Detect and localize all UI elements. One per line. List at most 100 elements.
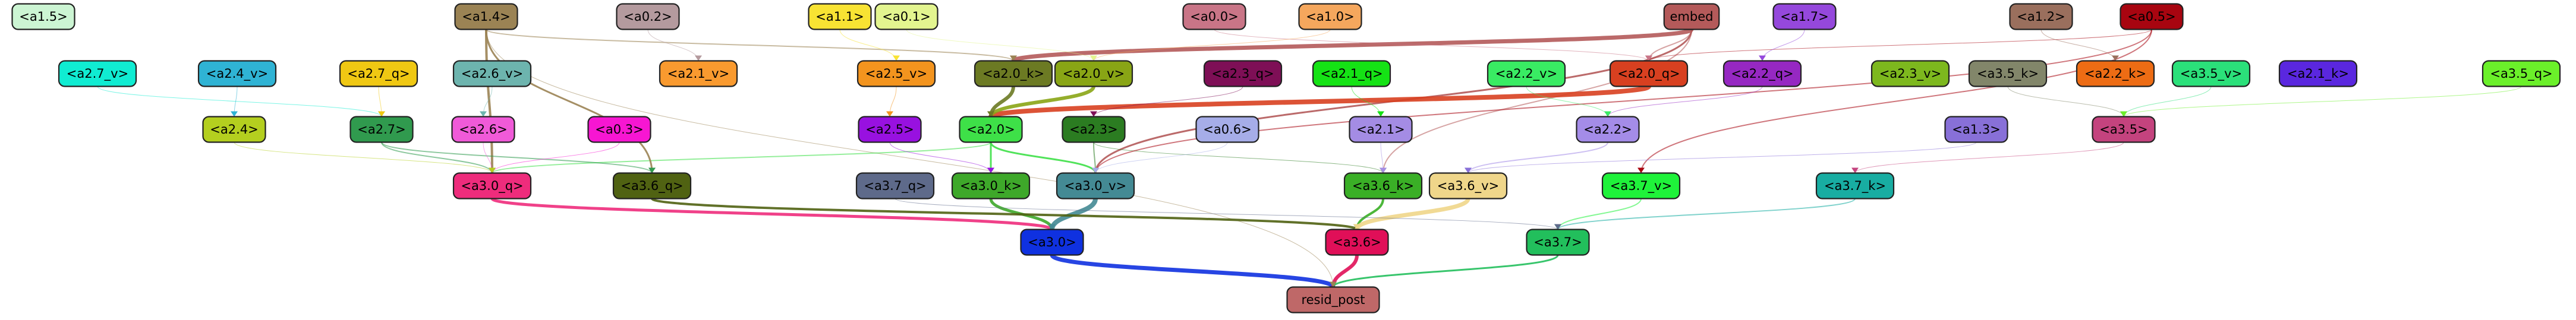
node-a3-0-q[interactable]: <a3.0_q>	[452, 172, 532, 199]
node-a2-0[interactable]: <a2.0>	[959, 116, 1023, 143]
edge-a0.0-to-a2.0_q	[1214, 29, 1649, 61]
edge-a1.2-to-a2.2_k	[2040, 29, 2116, 61]
node-label: <a3.7>	[1533, 235, 1582, 249]
node-embed[interactable]: embed	[1663, 3, 1720, 30]
node-a2-7-v[interactable]: <a2.7_v>	[58, 60, 137, 87]
edge-a1.3-to-a3.6_v	[1467, 142, 1977, 173]
node-label: <a0.6>	[1203, 122, 1251, 137]
node-label: <a2.7>	[357, 122, 405, 137]
edge-a2.7-to-a3.6_q	[381, 141, 653, 174]
node-a3-7[interactable]: <a3.7>	[1526, 229, 1590, 256]
node-label: <a2.5_v>	[865, 66, 927, 81]
node-a2-0-k[interactable]: <a2.0_k>	[974, 60, 1053, 87]
node-a2-6-v[interactable]: <a2.6_v>	[452, 60, 532, 87]
edge-a3.5_k-to-a3.5	[2007, 86, 2124, 117]
node-a3-6[interactable]: <a3.6>	[1325, 229, 1389, 256]
node-a2-5-v[interactable]: <a2.5_v>	[856, 60, 936, 87]
node-a3-7-q[interactable]: <a3.7_q>	[855, 172, 935, 199]
node-box	[2171, 60, 2251, 87]
node-label: <a2.0_q>	[1617, 66, 1680, 81]
node-a2-7[interactable]: <a2.7>	[349, 116, 414, 143]
node-a3-5-k[interactable]: <a3.5_k>	[1968, 60, 2048, 87]
node-box	[11, 3, 75, 30]
node-a2-6[interactable]: <a2.6>	[451, 116, 515, 143]
node-a0-2[interactable]: <a0.2>	[616, 3, 680, 30]
node-box	[1722, 60, 1802, 87]
node-a2-1-q[interactable]: <a2.1_q>	[1312, 60, 1391, 87]
edge-arrowhead	[987, 111, 994, 117]
edge-a3.5-to-a3.7_k	[1854, 142, 2124, 173]
node-label: <a3.7_q>	[864, 179, 926, 194]
node-a1-3[interactable]: <a1.3>	[1944, 116, 2008, 143]
node-a2-3-v[interactable]: <a2.3_v>	[1870, 60, 1950, 87]
node-a0-0[interactable]: <a0.0>	[1182, 3, 1246, 30]
edge-a3.7_k-to-a3.7	[1557, 198, 1856, 230]
edge-a2.0_v-to-a2.0	[989, 85, 1095, 118]
edge-arrowhead	[489, 167, 496, 173]
node-label: <a2.1>	[1356, 122, 1404, 137]
node-label: <a2.3_v>	[1879, 66, 1941, 81]
node-a2-3-q[interactable]: <a2.3_q>	[1203, 60, 1283, 87]
node-a0-1[interactable]: <a0.1>	[874, 3, 939, 30]
node-a3-7-v[interactable]: <a3.7_v>	[1601, 172, 1681, 199]
node-box	[2092, 116, 2156, 143]
node-box	[1343, 172, 1423, 199]
node-label: <a2.6>	[459, 122, 507, 137]
edge-a1.1-to-a2.5_v	[839, 29, 897, 61]
node-a3-6-q[interactable]: <a3.6_q>	[612, 172, 692, 199]
node-label: <a2.4>	[210, 122, 258, 137]
node-label: <a2.2_v>	[1495, 66, 1557, 81]
edge-embed-to-a2.0_k	[1011, 27, 1694, 63]
node-a3-5[interactable]: <a3.5>	[2092, 116, 2156, 143]
node-a1-7[interactable]: <a1.7>	[1772, 3, 1837, 30]
node-a1-2[interactable]: <a1.2>	[2009, 3, 2073, 30]
node-box	[2481, 60, 2561, 87]
edge-a0.2-to-a2.1_v	[647, 29, 699, 61]
node-a3-7-k[interactable]: <a3.7_k>	[1815, 172, 1895, 199]
node-resid-post[interactable]: resid_post	[1286, 286, 1380, 313]
edge-a2.2_q-to-a2.2	[1607, 86, 1763, 117]
node-label: <a2.4_v>	[206, 66, 268, 81]
node-box	[197, 60, 277, 87]
node-a2-1-v[interactable]: <a2.1_v>	[659, 60, 738, 87]
node-a1-4[interactable]: <a1.4>	[454, 3, 518, 30]
node-label: resid_post	[1301, 293, 1365, 308]
node-a1-0[interactable]: <a1.0>	[1298, 3, 1362, 30]
node-a2-0-q[interactable]: <a2.0_q>	[1609, 60, 1689, 87]
node-a0-5[interactable]: <a0.5>	[2120, 3, 2184, 30]
node-label: <a1.0>	[1306, 9, 1354, 24]
node-a3-0-v[interactable]: <a3.0_v>	[1056, 172, 1135, 199]
node-layer: <a1.5> <a1.4> <a0.2> <a1.1> <a0.1> <a0.0> <a1.…	[11, 3, 2561, 313]
node-a0-6[interactable]: <a0.6>	[1195, 116, 1259, 143]
node-a3-0[interactable]: <a3.0>	[1020, 229, 1084, 256]
node-a2-3[interactable]: <a2.3>	[1062, 116, 1126, 143]
node-box	[808, 3, 872, 30]
node-a2-2-q[interactable]: <a2.2_q>	[1722, 60, 1802, 87]
node-a2-1-k[interactable]: <a2.1_k>	[2278, 60, 2358, 87]
node-a0-3[interactable]: <a0.3>	[587, 116, 651, 143]
node-a2-2-k[interactable]: <a2.2_k>	[2076, 60, 2155, 87]
node-a3-6-v[interactable]: <a3.6_v>	[1428, 172, 1508, 199]
node-a2-4[interactable]: <a2.4>	[202, 116, 266, 143]
node-a3-5-v[interactable]: <a3.5_v>	[2171, 60, 2251, 87]
node-a3-6-k[interactable]: <a3.6_k>	[1343, 172, 1423, 199]
node-a2-7-q[interactable]: <a2.7_q>	[339, 60, 418, 87]
node-a2-5[interactable]: <a2.5>	[858, 116, 922, 143]
node-label: <a3.7_k>	[1824, 179, 1886, 194]
node-a2-1[interactable]: <a2.1>	[1349, 116, 1413, 143]
edge-layer	[97, 27, 2522, 289]
node-a2-2[interactable]: <a2.2>	[1576, 116, 1640, 143]
node-a3-0-k[interactable]: <a3.0_k>	[951, 172, 1031, 199]
node-box	[616, 3, 680, 30]
node-a1-1[interactable]: <a1.1>	[808, 3, 872, 30]
node-label: <a0.5>	[2127, 9, 2175, 24]
node-label: <a3.6_v>	[1437, 179, 1499, 194]
node-a1-5[interactable]: <a1.5>	[11, 3, 75, 30]
edge-arrowhead	[1380, 167, 1387, 173]
node-a2-2-v[interactable]: <a2.2_v>	[1487, 60, 1566, 87]
node-a3-5-q[interactable]: <a3.5_q>	[2481, 60, 2561, 87]
node-a2-4-v[interactable]: <a2.4_v>	[197, 60, 277, 87]
edge-arrowhead	[1851, 167, 1859, 173]
node-label: <a0.2>	[623, 9, 672, 24]
node-a2-0-v[interactable]: <a2.0_v>	[1054, 60, 1133, 87]
